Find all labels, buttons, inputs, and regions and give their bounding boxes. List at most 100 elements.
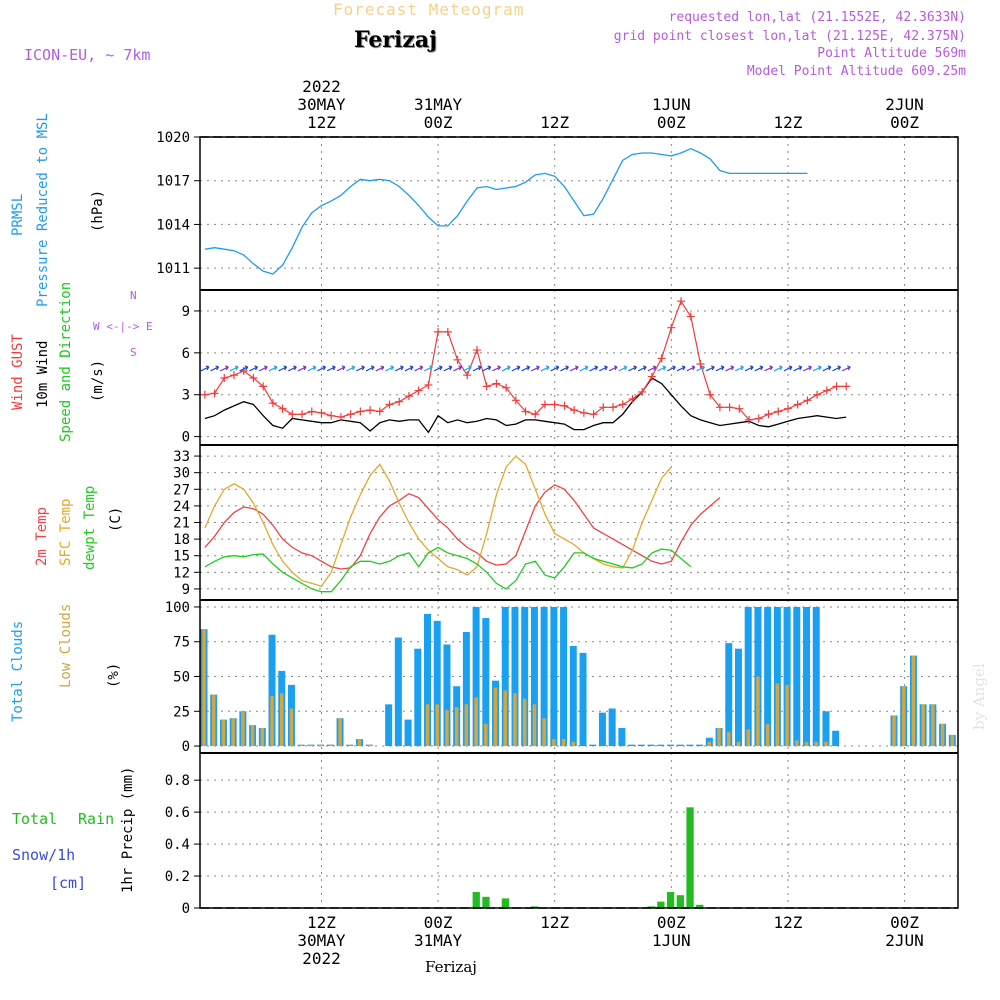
gust-marker xyxy=(268,399,277,408)
wind-direction-arrow xyxy=(579,365,589,372)
snow-unit-label: [cm] xyxy=(50,874,87,892)
low-cloud-bar xyxy=(211,694,216,747)
total-label: Total xyxy=(12,810,58,828)
gust-marker xyxy=(540,400,549,409)
top-time-label: 30MAY xyxy=(297,95,346,114)
gust-marker xyxy=(404,392,413,401)
total-cloud-bar xyxy=(676,744,684,747)
wind-direction-arrow xyxy=(754,365,764,372)
total-cloud-bar xyxy=(822,711,830,747)
low-cloud-bar xyxy=(921,704,925,747)
total-cloud-bar xyxy=(725,643,733,747)
gust-marker xyxy=(696,360,705,369)
wind-direction-arrow xyxy=(521,365,531,372)
wind-direction-arrow xyxy=(288,365,297,372)
gust-marker xyxy=(735,404,744,413)
y-tick-label: 6 xyxy=(182,346,190,362)
bottom-time-label: 12Z xyxy=(307,913,336,932)
low-cloud-bar xyxy=(785,684,789,747)
wind-direction-arrow xyxy=(462,365,472,372)
gust-marker xyxy=(706,390,715,399)
bottom-time-label: 1JUN xyxy=(652,931,691,950)
low-cloud-bar xyxy=(795,740,799,747)
gust-marker xyxy=(832,382,841,391)
total-cloud-bar xyxy=(521,606,529,747)
total-cloud-bar xyxy=(501,606,509,747)
low-cloud-bar xyxy=(279,693,284,747)
gust-marker xyxy=(298,410,307,419)
low-cloud-bar xyxy=(231,718,235,747)
wind-direction-arrow xyxy=(492,365,501,372)
gust-marker xyxy=(346,410,355,419)
wind-direction-arrow xyxy=(239,365,249,372)
low-cloud-bar xyxy=(552,739,556,747)
y-tick-label: 1014 xyxy=(156,217,190,233)
compass-n: N xyxy=(130,289,137,302)
bottom-time-label: 31MAY xyxy=(414,931,463,950)
total-cloud-bar xyxy=(569,645,577,747)
gust-marker xyxy=(842,382,851,391)
total-cloud-bar xyxy=(666,744,674,747)
wind-direction-arrow xyxy=(404,365,414,372)
wind-direction-arrow xyxy=(696,365,705,372)
y-tick-label: 1017 xyxy=(156,174,190,190)
gust-marker xyxy=(803,396,812,405)
y-tick-label: 12 xyxy=(173,565,190,581)
bottom-time-label: 2022 xyxy=(302,949,341,968)
rain-bar xyxy=(501,898,510,908)
total-cloud-bar xyxy=(540,606,548,747)
gust-marker xyxy=(657,354,666,363)
low-cloud-bar xyxy=(348,744,352,747)
bottom-time-label: 00Z xyxy=(424,913,453,932)
top-time-label: 12Z xyxy=(773,113,802,132)
y-tick-label: 1011 xyxy=(156,261,190,277)
model-altitude: Model Point Altitude 609.25m xyxy=(746,64,966,79)
bottom-time-label: 30MAY xyxy=(297,931,346,950)
low-cloud-bar xyxy=(542,718,546,747)
low-cloud-bar xyxy=(765,723,770,747)
total-cloud-bar xyxy=(462,631,470,747)
low-cloud-bar xyxy=(901,686,906,747)
gust-marker xyxy=(813,390,822,399)
low-cloud-bar xyxy=(484,723,488,747)
total-cloud-bar xyxy=(832,730,840,747)
wind-direction-arrow xyxy=(725,365,735,372)
low-cloud-bar xyxy=(775,683,780,747)
low-cloud-bar xyxy=(707,741,712,747)
y-tick-label: 21 xyxy=(173,516,190,532)
requested-coords: requested lon,lat (21.1552E, 42.3633N) xyxy=(668,10,966,25)
wind-direction-arrow xyxy=(229,365,239,372)
low-cloud-bar xyxy=(756,676,760,747)
total-cloud-bar xyxy=(647,744,655,747)
gust-marker xyxy=(220,373,229,382)
wind-direction-arrow xyxy=(744,365,754,372)
wind-direction-arrow xyxy=(414,365,424,372)
grid-point-coords: grid point closest lon,lat (21.125E, 42.… xyxy=(613,29,966,44)
wind-direction-arrow xyxy=(336,365,346,372)
gust-marker xyxy=(628,394,637,403)
rain-bar xyxy=(472,892,480,908)
total-cloud-bar xyxy=(579,652,587,747)
gust-marker xyxy=(210,389,219,398)
top-time-label: 2JUN xyxy=(885,95,924,114)
gust-marker xyxy=(356,407,365,416)
wind-direction-arrow xyxy=(540,365,550,372)
y-tick-label: 9 xyxy=(182,304,190,320)
low-cloud-bar xyxy=(950,734,955,747)
wind-speed-line xyxy=(204,377,847,434)
gust-marker xyxy=(715,403,724,412)
gust-marker xyxy=(638,387,647,396)
wind-direction-arrow xyxy=(443,365,453,372)
top-time-label: 2022 xyxy=(302,77,341,96)
low-cloud-bar xyxy=(270,695,274,747)
bottom-time-label: 2JUN xyxy=(885,931,924,950)
wind-direction-arrow xyxy=(841,365,851,372)
wind-direction-arrow xyxy=(472,365,482,372)
low-cloud-bar xyxy=(940,723,945,747)
gust-marker xyxy=(385,400,394,409)
gust-marker xyxy=(774,407,783,416)
y-tick-label: 3 xyxy=(182,388,190,404)
wind-direction-arrow xyxy=(599,365,608,372)
gust-marker xyxy=(531,410,540,419)
low-cloud-bar xyxy=(241,711,245,747)
